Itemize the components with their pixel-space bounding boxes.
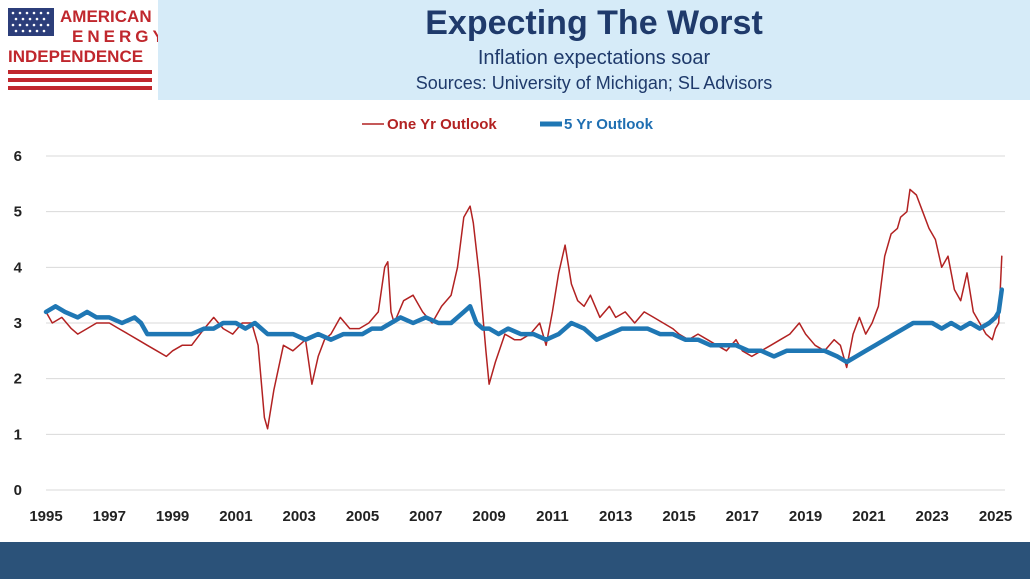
x-tick-label: 2019 bbox=[789, 508, 822, 525]
brand-line1: AMERICAN bbox=[60, 7, 152, 26]
brand-line2: ENERGY bbox=[72, 27, 158, 46]
x-tick-label: 2021 bbox=[852, 508, 885, 525]
x-axis-ticks: 1995 1997 1999 2001 2003 2005 2007 2009 2011 2013… bbox=[29, 508, 1012, 525]
series-line-5-yr-outlook bbox=[43, 287, 1005, 365]
series-group bbox=[43, 188, 1005, 430]
y-tick-label: 4 bbox=[14, 259, 23, 276]
footer-bar bbox=[0, 542, 1030, 579]
x-tick-label: 2011 bbox=[536, 508, 569, 525]
x-tick-label: 2025 bbox=[979, 508, 1012, 525]
y-tick-label: 5 bbox=[14, 204, 22, 221]
x-tick-label: 2007 bbox=[409, 508, 442, 525]
y-axis-ticks: 0 1 2 3 4 5 6 bbox=[14, 148, 23, 499]
sources-note: Sources: University of Michigan; SL Advi… bbox=[415, 73, 773, 93]
x-tick-label: 1995 bbox=[29, 508, 62, 525]
series-line-one-yr-outlook bbox=[45, 188, 1003, 430]
x-tick-label: 2013 bbox=[599, 508, 632, 525]
page-subtitle: Inflation expectations soar bbox=[477, 47, 711, 69]
flag-stripes bbox=[8, 70, 152, 90]
gridlines bbox=[46, 155, 1005, 491]
brand-line3: INDEPENDENCE bbox=[8, 47, 143, 66]
us-flag-icon bbox=[8, 8, 54, 36]
legend-label-five-yr: 5 Yr Outlook bbox=[564, 116, 654, 133]
legend-label-one-yr: One Yr Outlook bbox=[387, 116, 497, 133]
x-tick-label: 2009 bbox=[472, 508, 505, 525]
line-chart: 0 1 2 3 4 5 6 1995 1997 1999 2001 2003 2005 2007 2009… bbox=[14, 116, 1013, 525]
x-tick-label: 2015 bbox=[662, 508, 695, 525]
y-tick-label: 3 bbox=[14, 315, 22, 332]
header-banner: Expecting The Worst Inflation expectatio… bbox=[158, 0, 1030, 100]
x-tick-label: 2023 bbox=[916, 508, 949, 525]
x-tick-label: 2001 bbox=[219, 508, 252, 525]
x-tick-label: 1999 bbox=[156, 508, 189, 525]
x-tick-label: 2017 bbox=[726, 508, 759, 525]
x-tick-label: 1997 bbox=[93, 508, 126, 525]
flag-logo: AMERICAN ENERGY INDEPENDENCE bbox=[8, 7, 164, 90]
y-tick-label: 6 bbox=[14, 148, 22, 165]
y-tick-label: 1 bbox=[14, 426, 22, 443]
legend: One Yr Outlook 5 Yr Outlook bbox=[362, 116, 654, 133]
brand-logo: AMERICAN ENERGY INDEPENDENCE bbox=[0, 0, 164, 100]
y-tick-label: 0 bbox=[14, 482, 22, 499]
page-title: Expecting The Worst bbox=[425, 4, 763, 42]
x-tick-label: 2003 bbox=[283, 508, 316, 525]
y-tick-label: 2 bbox=[14, 371, 22, 388]
x-tick-label: 2005 bbox=[346, 508, 379, 525]
